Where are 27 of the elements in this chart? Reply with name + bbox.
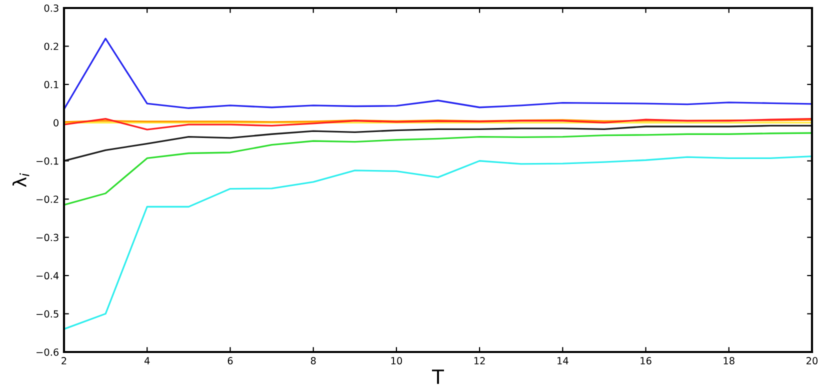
line-series: [64, 38, 812, 110]
y-tick-label: 0.1: [44, 80, 58, 88]
x-tick-label: 14: [558, 357, 568, 364]
line-series: [64, 118, 812, 130]
x-tick-label: 18: [724, 357, 734, 364]
y-tick-label: 0: [54, 119, 58, 126]
x-tick-label: 4: [144, 357, 150, 364]
line-series: [64, 155, 812, 330]
y-tick-label: −0.4: [36, 272, 59, 280]
y-tick-label: −0.2: [36, 196, 58, 203]
y-axis-title: λ$_{i}$: [12, 173, 30, 187]
x-axis-title: T: [432, 370, 444, 384]
y-tick-label: 0.3: [44, 4, 58, 12]
x-tick-label: 6: [228, 357, 233, 364]
y-tick-label: −0.5: [36, 310, 58, 318]
y-tick-label: 0.2: [44, 42, 58, 50]
x-tick-label: 10: [391, 357, 402, 364]
x-tick-label: 2: [62, 357, 66, 364]
x-tick-label: 20: [806, 357, 818, 364]
line-series: [64, 132, 812, 206]
y-tick-label: −0.3: [36, 234, 58, 242]
x-tick-label: 16: [640, 357, 652, 364]
x-tick-label: 8: [310, 357, 316, 364]
y-tick-label: −0.6: [36, 348, 59, 356]
line-series: [64, 124, 812, 162]
x-tick-label: 12: [474, 357, 485, 364]
y-tick-label: −0.1: [36, 157, 58, 165]
